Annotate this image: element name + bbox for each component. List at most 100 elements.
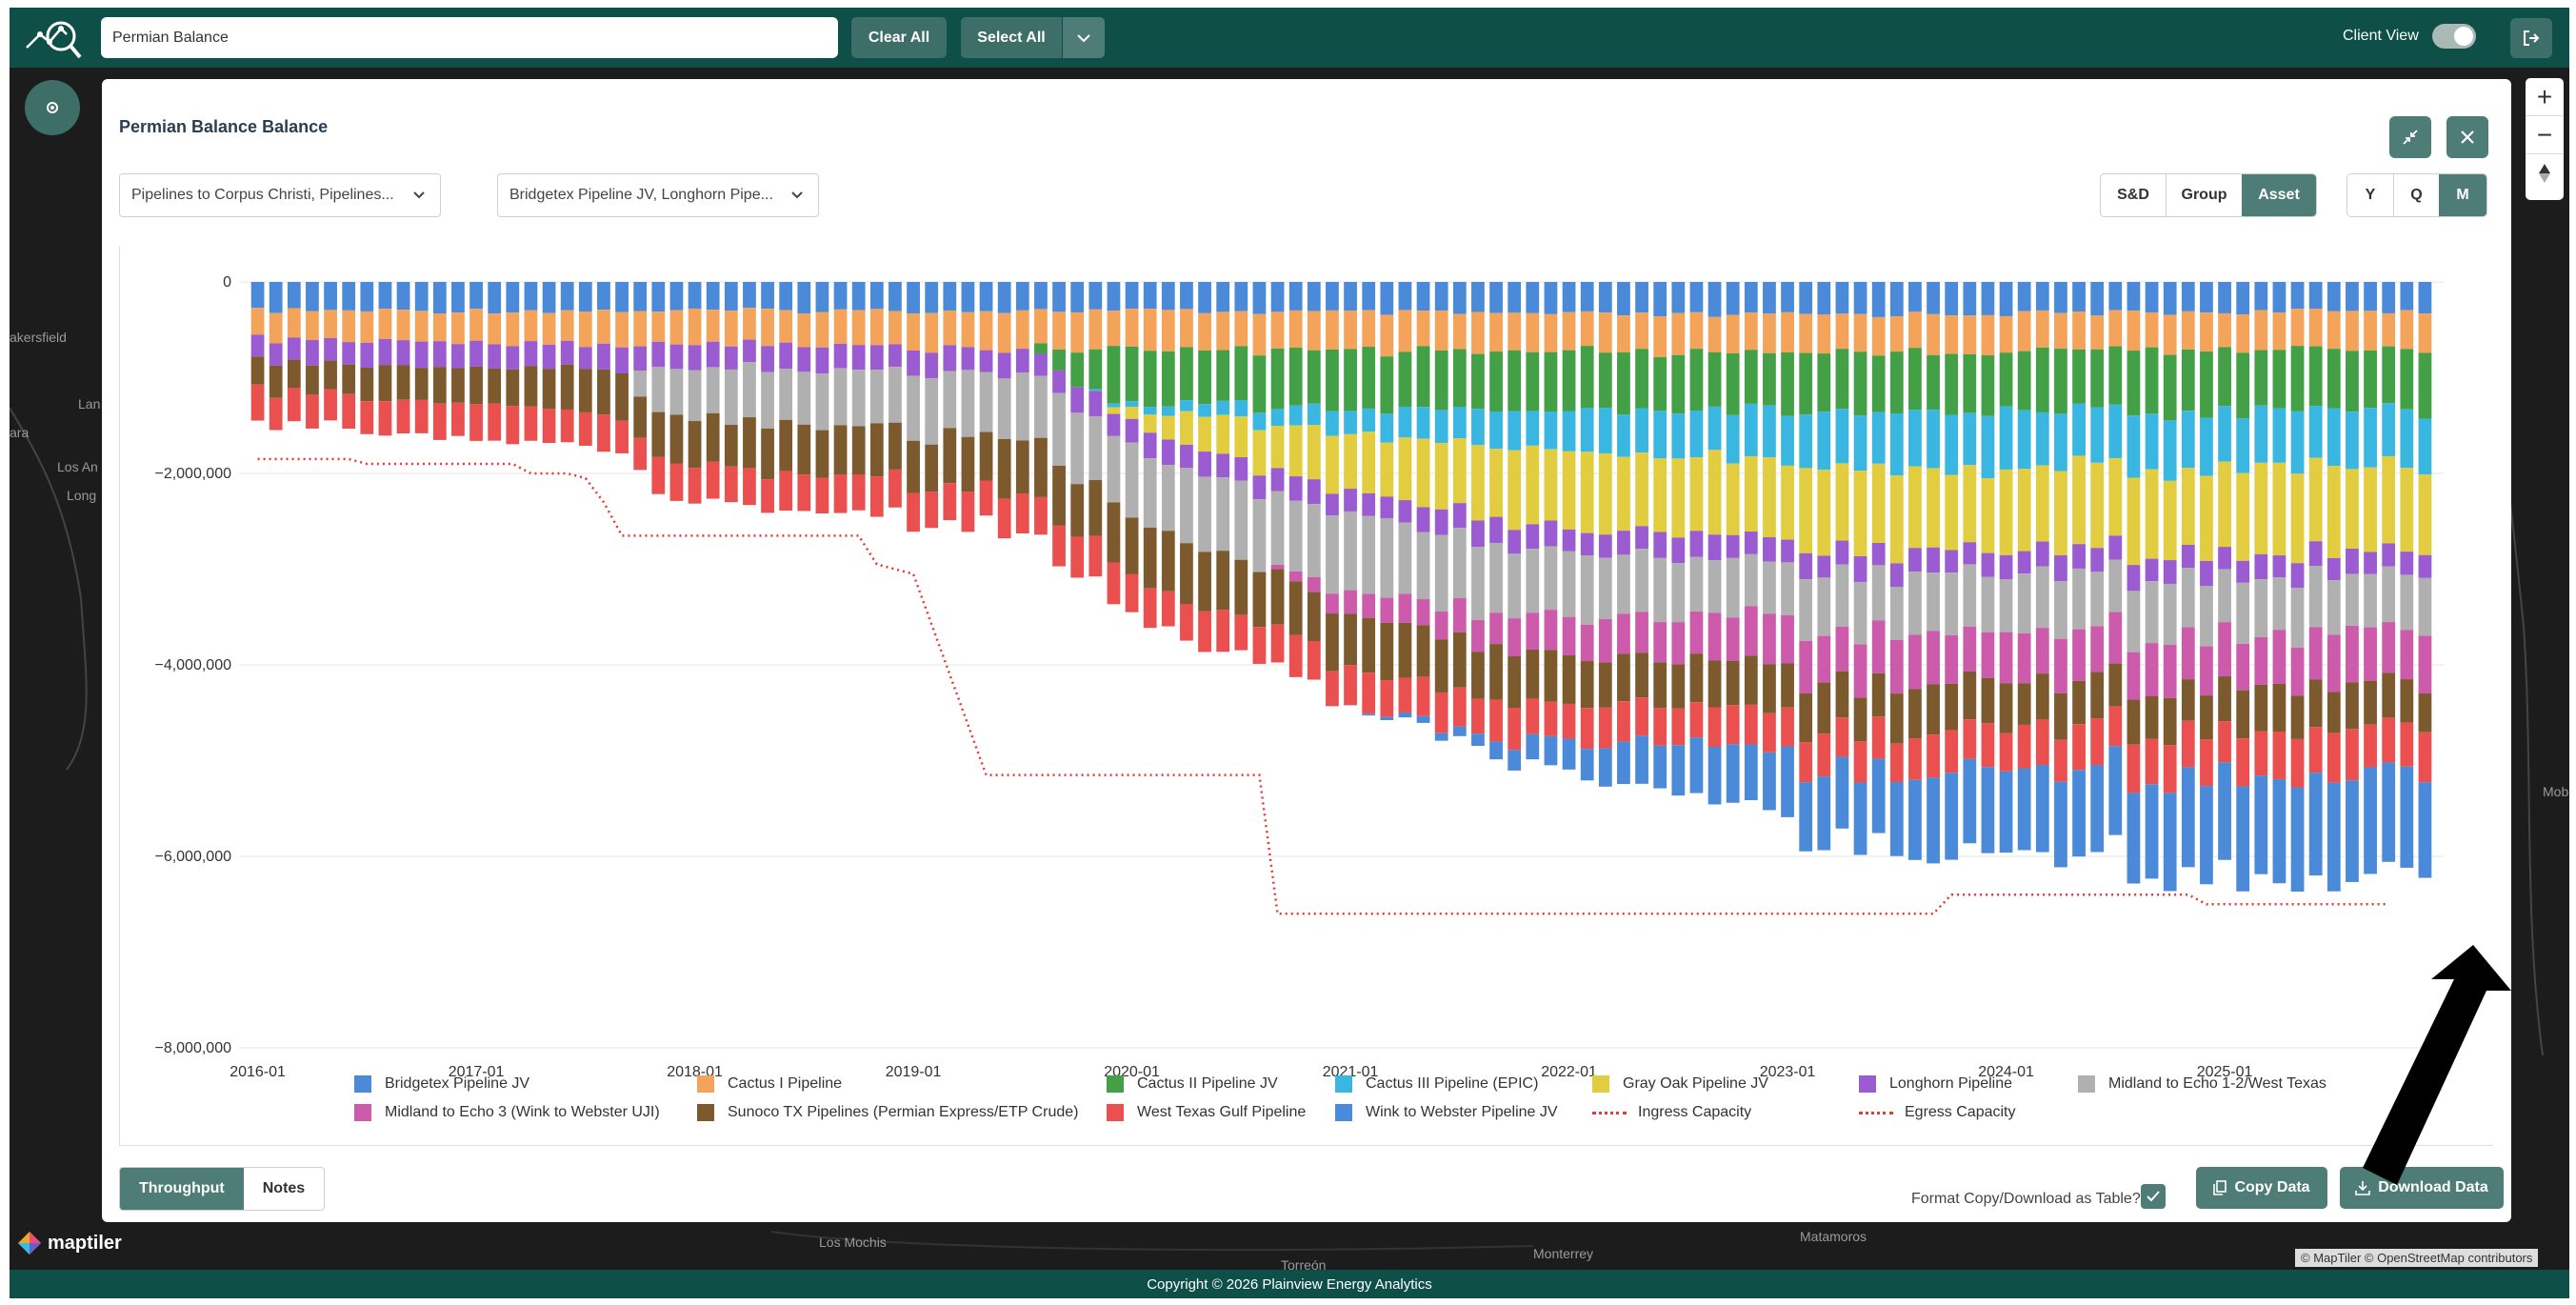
bar-segment (1362, 617, 1376, 673)
bar-segment (578, 347, 592, 370)
bar-segment (2236, 314, 2250, 353)
stacked-bar-chart[interactable]: 0 −2,000,000 −4,000,000 −6,000,000 −8,000,00… (120, 246, 2494, 1084)
period-year-button[interactable]: Y (2365, 187, 2376, 203)
select-all-dropdown-button[interactable] (1063, 17, 1105, 58)
tab-notes[interactable]: Notes (262, 1180, 306, 1196)
legend-item[interactable]: Cactus I Pipeline (697, 1075, 1107, 1093)
bar-segment (488, 344, 502, 369)
bar-segment (1252, 313, 1267, 356)
view-sd-button[interactable]: S&D (2117, 187, 2149, 203)
legend-item[interactable]: Wink to Webster Pipeline JV (1335, 1104, 1592, 1121)
bar-segment (2418, 313, 2432, 353)
client-view-toggle[interactable] (2432, 24, 2476, 49)
logout-button[interactable] (2510, 18, 2552, 58)
bar-segment (1161, 310, 1175, 351)
bar-segment (1744, 282, 1758, 313)
legend-item[interactable]: Midland to Echo 1-2/West Texas (2078, 1075, 2354, 1093)
legend-item[interactable]: Longhorn Pipeline (1859, 1075, 2078, 1093)
bar-segment (469, 309, 483, 341)
copy-data-button[interactable]: Copy Data (2196, 1167, 2327, 1209)
bar-segment (560, 310, 574, 341)
pipeline-group-dropdown[interactable]: Pipelines to Corpus Christi, Pipelines..… (119, 173, 441, 217)
x-tick-label: 2023-01 (1760, 1064, 1816, 1080)
bar-segment (2418, 693, 2432, 733)
bar-segment (306, 282, 319, 311)
bar-segment (743, 282, 756, 309)
map-attribution[interactable]: © MapTiler © OpenStreetMap contributors (2295, 1249, 2539, 1267)
bar-segment (287, 337, 301, 360)
legend-item[interactable]: West Texas Gulf Pipeline (1107, 1104, 1335, 1121)
bar-segment (1580, 708, 1594, 750)
bar-segment (979, 480, 993, 516)
bar-segment (2290, 309, 2305, 347)
zoom-out-button[interactable]: − (2526, 116, 2564, 154)
view-group-button[interactable]: Group (2166, 174, 2242, 216)
bar-segment (1107, 502, 1121, 563)
bar-segment (269, 282, 283, 313)
legend-item[interactable]: Cactus II Pipeline JV (1107, 1075, 1335, 1093)
bar-segment (342, 282, 356, 311)
legend-item[interactable]: Gray Oak Pipeline JV (1592, 1075, 1859, 1093)
bar-segment (1508, 450, 1522, 531)
bar-segment (2163, 793, 2177, 892)
bar-segment (1671, 622, 1686, 665)
bar-segment (2181, 627, 2195, 680)
bar-segment (1726, 660, 1740, 706)
legend-item[interactable]: Sunoco TX Pipelines (Permian Express/ETP… (697, 1104, 1107, 1121)
view-asset-button[interactable]: Asset (2242, 174, 2316, 216)
bar-segment (1070, 352, 1085, 388)
app-logo-icon[interactable] (23, 13, 82, 63)
bar-segment (2035, 310, 2049, 348)
map-settings-button[interactable] (25, 80, 80, 135)
bar-segment (1908, 634, 1922, 690)
bar-segment (269, 343, 283, 366)
bar-segment (1270, 564, 1285, 570)
select-all-button[interactable]: Select All (961, 17, 1062, 58)
bar-segment (1817, 555, 1831, 578)
format-table-checkbox[interactable] (2141, 1184, 2166, 1209)
bar-segment (1817, 635, 1831, 683)
bar-segment (961, 347, 975, 371)
bar-segment (1927, 684, 1940, 735)
bar-segment (1234, 416, 1248, 457)
bar-segment (743, 417, 756, 469)
bar-segment (669, 282, 684, 311)
bar-segment (1927, 468, 1940, 548)
bar-segment (287, 388, 301, 422)
bar-segment (1707, 560, 1722, 613)
legend-item[interactable]: Midland to Echo 3 (Wink to Webster UJI) (354, 1104, 697, 1121)
x-tick-label: 2025-01 (2197, 1064, 2253, 1080)
download-data-button[interactable]: Download Data (2340, 1167, 2504, 1209)
bar-segment (1107, 435, 1121, 503)
bar-segment (2127, 351, 2141, 416)
compass-button[interactable] (2526, 154, 2564, 192)
collapse-button[interactable] (2389, 116, 2431, 158)
bar-segment (925, 444, 939, 492)
bar-segment (724, 369, 738, 426)
search-input[interactable] (101, 17, 838, 58)
bar-segment (1380, 716, 1394, 721)
period-quarter-button[interactable]: Q (2393, 174, 2439, 216)
bar-segment (1471, 445, 1485, 521)
clear-all-button[interactable]: Clear All (851, 17, 947, 58)
bar-segment (1288, 425, 1303, 477)
bar-segment (578, 412, 592, 446)
bar-segment (1671, 708, 1686, 746)
bar-segment (1763, 282, 1776, 314)
bar-segment (1471, 652, 1485, 699)
pipeline-asset-dropdown[interactable]: Bridgetex Pipeline JV, Longhorn Pipe... (497, 173, 819, 217)
bar-segment (396, 310, 410, 341)
bar-segment (1981, 723, 1995, 768)
legend-item[interactable]: Cactus III Pipeline (EPIC) (1335, 1075, 1592, 1093)
legend-item[interactable]: Ingress Capacity (1592, 1104, 1859, 1121)
tab-throughput[interactable]: Throughput (120, 1168, 244, 1210)
period-month-button[interactable]: M (2439, 174, 2486, 216)
bar-segment (1034, 375, 1048, 438)
bar-segment (2272, 312, 2286, 351)
dropdown-value: Pipelines to Corpus Christi, Pipelines..… (131, 187, 394, 203)
bar-segment (560, 364, 574, 410)
zoom-in-button[interactable]: + (2526, 78, 2564, 116)
legend-item[interactable]: Egress Capacity (1859, 1104, 2078, 1121)
legend-item[interactable]: Bridgetex Pipeline JV (354, 1075, 697, 1093)
close-button[interactable] (2446, 116, 2488, 158)
